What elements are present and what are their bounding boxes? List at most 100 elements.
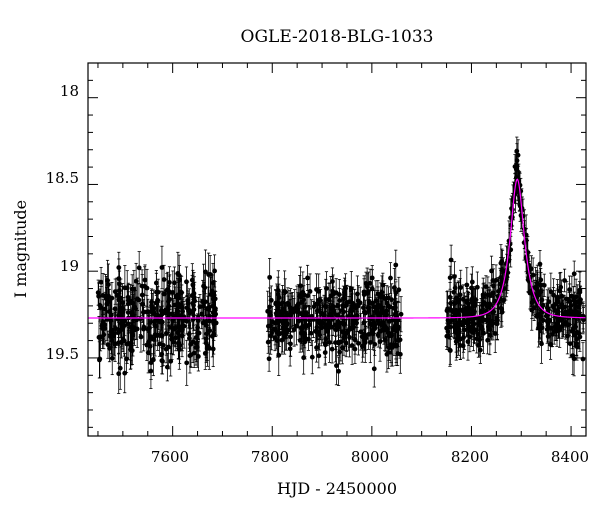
point-marker	[530, 272, 536, 278]
data-point	[393, 249, 399, 281]
data-point	[499, 248, 505, 275]
point-marker	[148, 368, 154, 374]
data-points	[95, 136, 586, 394]
point-marker	[184, 318, 190, 324]
point-marker	[336, 298, 342, 303]
point-marker	[302, 304, 308, 310]
point-marker	[129, 309, 135, 315]
point-marker	[275, 330, 281, 336]
point-marker	[109, 327, 115, 333]
data-point	[323, 278, 329, 320]
point-marker	[308, 330, 314, 336]
data-point	[206, 327, 212, 370]
point-marker	[288, 334, 293, 340]
point-marker	[379, 322, 385, 328]
point-marker	[269, 319, 275, 325]
point-marker	[483, 284, 489, 290]
data-point	[106, 283, 112, 321]
point-marker	[537, 261, 543, 267]
data-point	[152, 306, 158, 337]
point-marker	[319, 311, 325, 317]
data-point	[188, 341, 194, 368]
point-marker	[346, 299, 352, 305]
point-marker	[487, 293, 493, 299]
point-marker	[151, 337, 157, 342]
data-point	[314, 273, 319, 306]
point-marker	[96, 293, 102, 299]
point-marker	[336, 368, 341, 374]
point-marker	[181, 323, 187, 329]
data-point	[151, 324, 157, 355]
point-marker	[307, 289, 313, 294]
point-marker	[130, 300, 135, 306]
data-point	[178, 275, 184, 309]
data-point	[388, 262, 393, 294]
point-marker	[144, 309, 150, 315]
point-marker	[152, 319, 158, 324]
data-point	[366, 318, 372, 350]
data-point	[191, 283, 197, 310]
data-point	[339, 305, 345, 341]
data-point	[181, 303, 187, 349]
point-marker	[109, 355, 115, 361]
point-marker	[549, 325, 554, 331]
point-marker	[448, 300, 454, 306]
point-marker	[571, 356, 577, 362]
point-marker	[185, 301, 191, 306]
point-marker	[278, 301, 284, 307]
data-point	[172, 266, 177, 300]
data-point	[267, 299, 273, 330]
point-marker	[569, 293, 575, 299]
point-marker	[139, 283, 145, 289]
point-marker	[393, 262, 399, 268]
data-point	[453, 296, 459, 325]
data-point	[167, 305, 173, 349]
data-point	[142, 264, 148, 296]
point-marker	[125, 297, 131, 303]
point-marker	[318, 298, 323, 303]
point-marker	[110, 334, 116, 339]
data-point	[139, 269, 145, 303]
data-point	[324, 316, 330, 347]
data-point	[210, 289, 216, 324]
point-marker	[194, 344, 200, 350]
data-point	[134, 310, 140, 348]
data-point	[206, 252, 212, 297]
point-marker	[164, 364, 170, 370]
point-marker	[265, 339, 271, 345]
data-point	[349, 288, 355, 323]
point-marker	[398, 311, 404, 317]
data-point	[112, 278, 118, 305]
point-marker	[172, 280, 177, 286]
point-marker	[341, 334, 347, 340]
data-point	[483, 275, 489, 298]
point-marker	[172, 302, 178, 308]
point-marker	[388, 275, 393, 281]
point-marker	[460, 296, 466, 302]
point-marker	[124, 356, 129, 362]
point-marker	[349, 343, 355, 348]
point-marker	[572, 332, 577, 338]
point-marker	[580, 356, 586, 362]
point-marker	[124, 341, 130, 347]
data-point	[136, 283, 142, 317]
point-marker	[335, 319, 341, 324]
point-marker	[163, 330, 169, 336]
point-marker	[159, 332, 165, 338]
point-marker	[116, 329, 122, 335]
point-marker	[296, 318, 302, 324]
data-point	[122, 353, 128, 394]
point-marker	[132, 304, 138, 310]
point-marker	[186, 307, 192, 313]
data-point	[199, 298, 205, 330]
point-marker	[147, 343, 153, 349]
data-point	[371, 350, 377, 388]
point-marker	[303, 310, 309, 316]
point-marker	[105, 278, 110, 283]
point-marker	[282, 289, 288, 295]
point-marker	[315, 319, 321, 324]
data-point	[186, 288, 192, 333]
data-point	[204, 308, 209, 343]
data-point	[266, 345, 272, 372]
data-point	[366, 271, 371, 312]
